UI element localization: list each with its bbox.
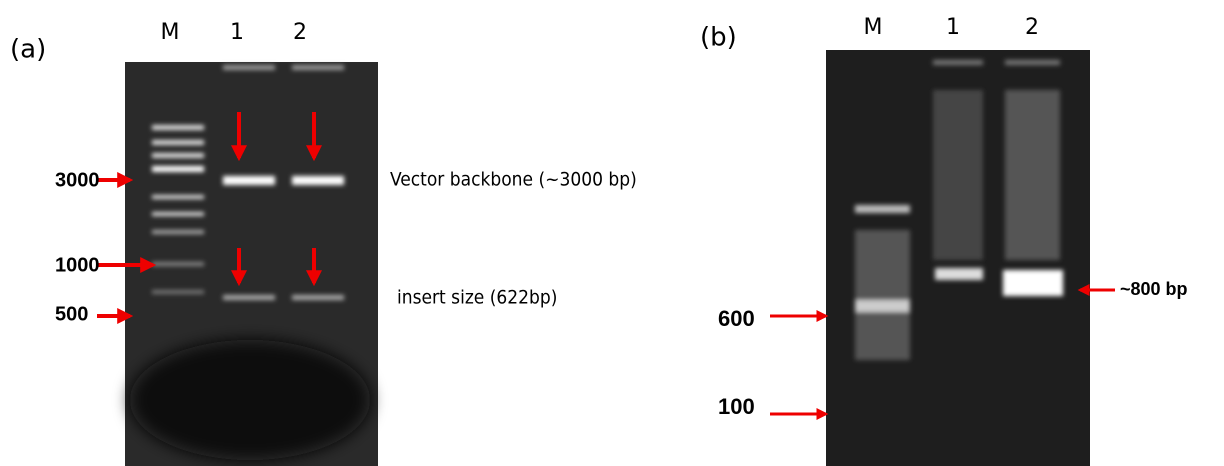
lane-label: M [864, 15, 883, 40]
lane-label: 1 [230, 20, 244, 45]
lane-label: M [161, 20, 180, 45]
lane-label: 2 [293, 20, 307, 45]
annotation: Vector backbone (~3000 bp) [390, 169, 637, 191]
marker-label: 3000 [55, 169, 100, 191]
gel-a [97, 62, 378, 466]
marker-label: 500 [55, 303, 88, 325]
lane-label: 1 [946, 15, 960, 40]
marker-label: 100 [718, 394, 755, 419]
annotation: insert size (622bp) [397, 287, 557, 309]
panel-label: (b) [700, 23, 737, 53]
marker-label: 1000 [55, 254, 100, 276]
annotation: ~800 bp [1120, 279, 1188, 299]
lane-label: 2 [1025, 15, 1039, 40]
gel-b [770, 50, 1115, 466]
marker-label: 600 [718, 306, 755, 331]
figure: (a) M 1 2 3000 1000 500 Vector backbone … [0, 0, 1224, 466]
panel-label: (a) [10, 35, 46, 65]
